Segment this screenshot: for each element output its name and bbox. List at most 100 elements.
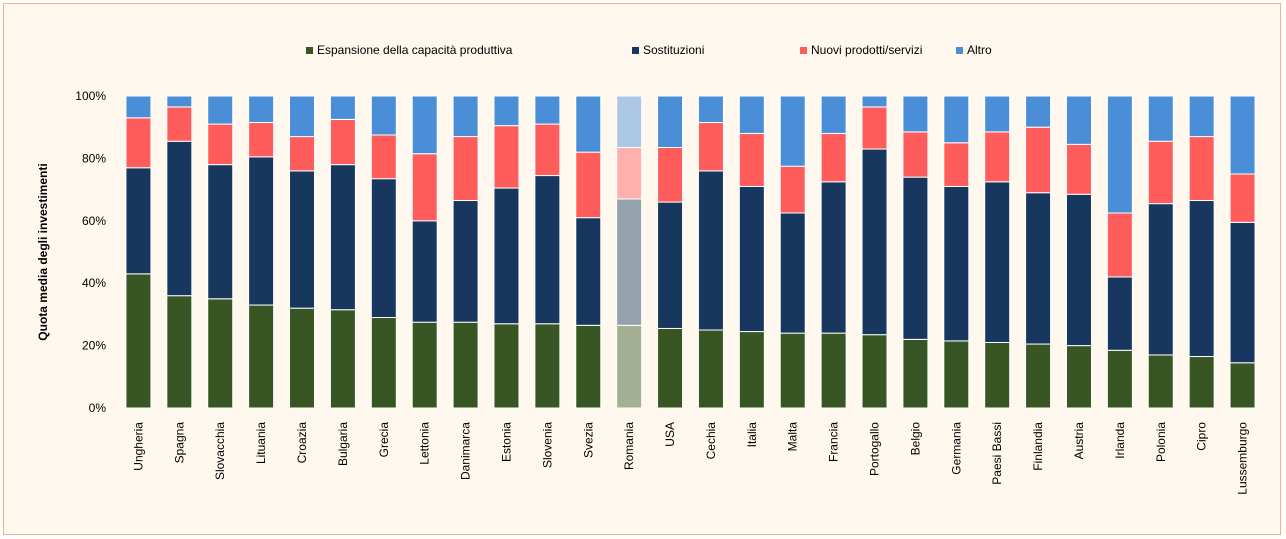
x-tick-label-francia: Francia: [827, 422, 841, 462]
bar-estonia-espansione-della-capacita-produttiva: [493, 323, 520, 409]
bar-finlandia-sostituzioni: [1025, 192, 1052, 345]
bar-bulgaria-sostituzioni: [329, 164, 356, 311]
bar-irlanda-altro: [1106, 95, 1133, 214]
bar-finlandia-nuovi-prodotti-servizi: [1025, 126, 1052, 194]
y-tick-label-4: 80%: [82, 151, 106, 165]
bar-austria-altro: [1065, 95, 1092, 145]
x-tick-label-paesi-bassi: Paesi Bassi: [990, 422, 1004, 485]
bar-cipro-altro: [1188, 95, 1215, 138]
bar-polonia-espansione-della-capacita-produttiva: [1147, 354, 1174, 409]
legend-item-sostituzioni: Sostituzioni: [632, 43, 704, 57]
x-tick-label-portogallo: Portogallo: [868, 422, 882, 476]
legend-swatch-nuovi-prodotti-servizi: [800, 47, 807, 54]
x-tick-label-malta: Malta: [786, 422, 800, 452]
bar-italia-sostituzioni: [738, 185, 765, 333]
x-tick-label-grecia: Grecia: [377, 422, 391, 458]
legend-label-nuovi-prodotti-servizi: Nuovi prodotti/servizi: [811, 43, 922, 57]
bar-slovenia-altro: [534, 95, 561, 125]
bar-spagna-altro: [166, 95, 193, 108]
bar-croazia-nuovi-prodotti-servizi: [289, 136, 316, 172]
bar-bulgaria-espansione-della-capacita-produttiva: [329, 309, 356, 409]
bar-lettonia-nuovi-prodotti-servizi: [411, 153, 438, 222]
legend-item-espansione-della-capacita-produttiva: Espansione della capacità produttiva: [306, 43, 513, 57]
bar-danimarca-sostituzioni: [452, 200, 479, 323]
bar-lituania-sostituzioni: [248, 156, 275, 306]
bar-italia-altro: [738, 95, 765, 134]
bar-germania-nuovi-prodotti-servizi: [943, 142, 970, 187]
x-tick-label-croazia: Croazia: [295, 422, 309, 464]
bar-polonia-nuovi-prodotti-servizi: [1147, 140, 1174, 205]
bar-paesi-bassi-sostituzioni: [984, 181, 1011, 343]
x-tick-label-germania: Germania: [949, 422, 963, 475]
x-tick-label-austria: Austria: [1072, 422, 1086, 460]
x-tick-label-irlanda: Irlanda: [1113, 422, 1127, 459]
bar-francia-espansione-della-capacita-produttiva: [820, 332, 847, 409]
bar-irlanda-espansione-della-capacita-produttiva: [1106, 349, 1133, 409]
bar-polonia-sostituzioni: [1147, 203, 1174, 356]
bar-malta-nuovi-prodotti-servizi: [779, 165, 806, 214]
legend-label-espansione-della-capacita-produttiva: Espansione della capacità produttiva: [317, 43, 513, 57]
y-tick-label-2: 40%: [82, 276, 106, 290]
bar-belgio-nuovi-prodotti-servizi: [902, 131, 929, 178]
bar-slovacchia-nuovi-prodotti-servizi: [207, 123, 234, 166]
legend-item-nuovi-prodotti-servizi: Nuovi prodotti/servizi: [800, 43, 922, 57]
bar-finlandia-espansione-della-capacita-produttiva: [1025, 343, 1052, 409]
legend-swatch-espansione-della-capacita-produttiva: [306, 47, 313, 54]
bar-slovacchia-espansione-della-capacita-produttiva: [207, 298, 234, 409]
bar-belgio-sostituzioni: [902, 176, 929, 340]
x-tick-label-romania: Romania: [622, 422, 636, 470]
bar-cechia-sostituzioni: [697, 170, 724, 331]
bar-svezia-sostituzioni: [575, 217, 602, 326]
bar-estonia-altro: [493, 95, 520, 127]
bar-germania-sostituzioni: [943, 185, 970, 342]
bar-lettonia-espansione-della-capacita-produttiva: [411, 321, 438, 409]
bar-italia-nuovi-prodotti-servizi: [738, 132, 765, 187]
bar-romania-espansione-della-capacita-produttiva: [616, 324, 643, 409]
bar-ungheria-altro: [125, 95, 152, 119]
x-tick-label-slovenia: Slovenia: [540, 422, 554, 468]
bar-spagna-nuovi-prodotti-servizi: [166, 106, 193, 142]
bar-danimarca-nuovi-prodotti-servizi: [452, 136, 479, 202]
legend-swatch-sostituzioni: [632, 47, 639, 54]
x-tick-label-spagna: Spagna: [172, 422, 186, 464]
bar-francia-sostituzioni: [820, 181, 847, 334]
legend-item-altro: Altro: [956, 43, 992, 57]
bar-ungheria-nuovi-prodotti-servizi: [125, 117, 152, 169]
bar-slovacchia-altro: [207, 95, 234, 125]
legend-swatch-altro: [956, 47, 963, 54]
bar-lussemburgo-nuovi-prodotti-servizi: [1229, 173, 1256, 223]
bar-danimarca-espansione-della-capacita-produttiva: [452, 321, 479, 409]
bar-malta-sostituzioni: [779, 212, 806, 334]
bar-grecia-altro: [370, 95, 397, 136]
bar-portogallo-nuovi-prodotti-servizi: [861, 106, 888, 150]
bar-usa-espansione-della-capacita-produttiva: [657, 327, 684, 409]
legend-label-altro: Altro: [967, 43, 992, 57]
y-tick-label-1: 20%: [82, 339, 106, 353]
bar-bulgaria-altro: [329, 95, 356, 120]
x-tick-label-usa: USA: [663, 422, 677, 447]
bar-usa-altro: [657, 95, 684, 148]
bar-francia-altro: [820, 95, 847, 134]
bar-cipro-espansione-della-capacita-produttiva: [1188, 356, 1215, 409]
bar-slovenia-espansione-della-capacita-produttiva: [534, 323, 561, 409]
x-tick-label-italia: Italia: [745, 422, 759, 448]
bar-grecia-nuovi-prodotti-servizi: [370, 134, 397, 180]
bar-portogallo-altro: [861, 95, 888, 108]
x-tick-label-danimarca: Danimarca: [459, 422, 473, 480]
x-tick-label-finlandia: Finlandia: [1031, 422, 1045, 471]
x-tick-label-slovacchia: Slovacchia: [213, 422, 227, 480]
bar-austria-sostituzioni: [1065, 193, 1092, 347]
bar-malta-espansione-della-capacita-produttiva: [779, 332, 806, 409]
bar-spagna-espansione-della-capacita-produttiva: [166, 295, 193, 409]
x-tick-label-polonia: Polonia: [1154, 422, 1168, 462]
bar-paesi-bassi-altro: [984, 95, 1011, 133]
bar-grecia-espansione-della-capacita-produttiva: [370, 317, 397, 409]
x-tick-label-cipro: Cipro: [1195, 422, 1209, 451]
bar-belgio-espansione-della-capacita-produttiva: [902, 338, 929, 409]
bar-lettonia-sostituzioni: [411, 220, 438, 323]
bar-lituania-altro: [248, 95, 275, 124]
bar-romania-nuovi-prodotti-servizi: [616, 146, 643, 200]
bar-lituania-espansione-della-capacita-produttiva: [248, 304, 275, 409]
x-tick-label-bulgaria: Bulgaria: [336, 422, 350, 466]
bar-polonia-altro: [1147, 95, 1174, 142]
